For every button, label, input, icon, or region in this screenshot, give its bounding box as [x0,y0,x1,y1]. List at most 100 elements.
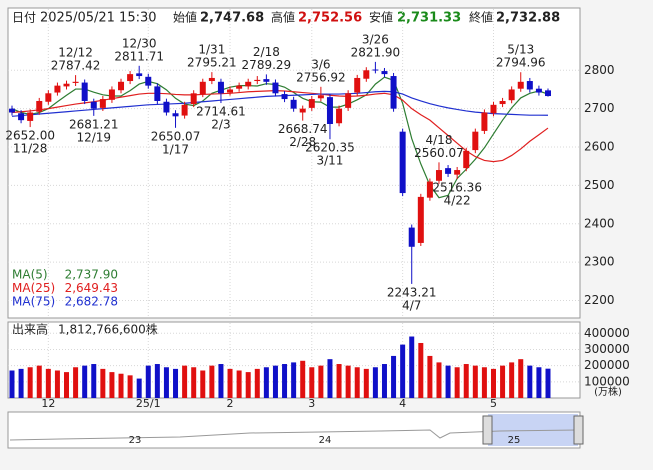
volume-bar [509,362,515,398]
volume-bar [36,365,42,398]
candle-body [263,79,270,82]
navigator-label: 24 [319,435,332,446]
candle-body [499,100,506,105]
candle-body [281,94,288,100]
candle-body [99,99,106,108]
annotation-date: 4/7 [402,298,421,312]
volume-bar [145,365,151,398]
annotation-value: 2756.92 [296,70,346,84]
volume-bar [154,364,160,398]
ma-line [11,90,549,117]
volume-total: 1,812,766,600株 [58,322,158,337]
volume-bar [327,359,333,398]
volume-bar [518,359,524,398]
volume-bar [127,375,133,398]
x-tick-label: 2 [227,397,234,410]
volume-bar [173,368,179,398]
volume-bar [227,368,233,398]
legend-label: MA(25) [12,281,55,295]
volume-bar [400,344,406,398]
volume-bar [9,370,15,398]
volume-bar [209,365,215,398]
candle-body [190,93,197,105]
y-tick-label: 200000 [584,358,630,372]
candle-body [54,85,61,93]
legend-label: MA(75) [12,295,55,309]
candle-body [336,108,343,124]
price-panel [7,7,581,319]
annotation-value: 2560.07 [414,146,464,160]
annotation-value: 2795.21 [187,56,237,70]
legend-label: MA(5) [12,268,48,282]
ma-line [11,76,549,199]
volume-title: 出来高 [12,322,48,337]
y-tick-label: 2500 [584,178,615,192]
candle-body [435,170,442,181]
navigator-line [9,429,579,441]
candle-body [372,69,379,71]
volume-bar [436,362,442,398]
annotation-value: 2789.29 [242,58,292,72]
volume-bar [372,367,378,398]
annotation-value: 2787.42 [51,59,101,73]
header-value: 2025/05/21 15:30 [40,11,157,26]
volume-bar [100,368,106,398]
volume-bar [54,370,60,398]
candle-body [399,131,406,194]
candle-body [217,81,224,94]
candle-body [417,196,424,243]
volume-bar [309,367,315,398]
candle-body [408,227,415,247]
volume-bar [73,367,79,398]
candle-body [272,82,279,94]
volume-bar [545,368,551,398]
x-tick-label: 3 [308,397,315,410]
volume-bar [64,372,70,398]
candle-body [108,89,115,100]
x-tick-label: 12 [41,397,55,410]
annotation-date: 2/28 [289,135,316,149]
annotation-value: 2243.21 [387,285,437,299]
candle-body [163,101,170,113]
annotation-value: 2516.36 [432,181,482,195]
candle-body [236,85,243,89]
x-tick-label: 5 [490,397,497,410]
candle-body [472,131,479,151]
annotation-value: 2811.71 [114,49,164,63]
legend-value: 2,737.90 [65,268,118,282]
candle-body [18,113,25,121]
annotation-value: 2652.00 [5,129,55,143]
candle-body [490,104,497,114]
navigator-handle[interactable] [482,415,493,445]
candle-body [390,76,397,109]
annotation-date: 2/18 [253,45,280,59]
volume-bar [254,368,260,398]
volume-bar [381,364,387,398]
volume-bar [409,336,415,398]
volume-bar [18,368,24,398]
volume-bar [45,368,51,398]
volume-bar [536,367,542,398]
navigator-label: 25 [508,435,521,446]
candle-body [326,97,333,124]
y-tick-label: 400000 [584,326,630,340]
volume-bar [472,365,478,398]
candle-body [545,90,551,97]
y-tick-label: 300000 [584,342,630,356]
header-value: 2,747.68 [200,11,264,26]
volume-unit: (万株) [594,385,622,398]
navigator-handle[interactable] [573,415,584,445]
volume-bar [345,365,351,398]
annotation-date: 12/12 [58,46,93,60]
annotation-value: 2821.90 [351,45,401,59]
volume-bar [454,367,460,398]
header-value: 2,732.88 [496,11,560,26]
volume-bar [200,370,206,398]
volume-bar [282,364,288,398]
volume-bar [500,365,506,398]
volume-bar [263,367,269,398]
volume-bar [445,365,451,398]
volume-bar [490,368,496,398]
y-tick-label: 2700 [584,101,615,115]
